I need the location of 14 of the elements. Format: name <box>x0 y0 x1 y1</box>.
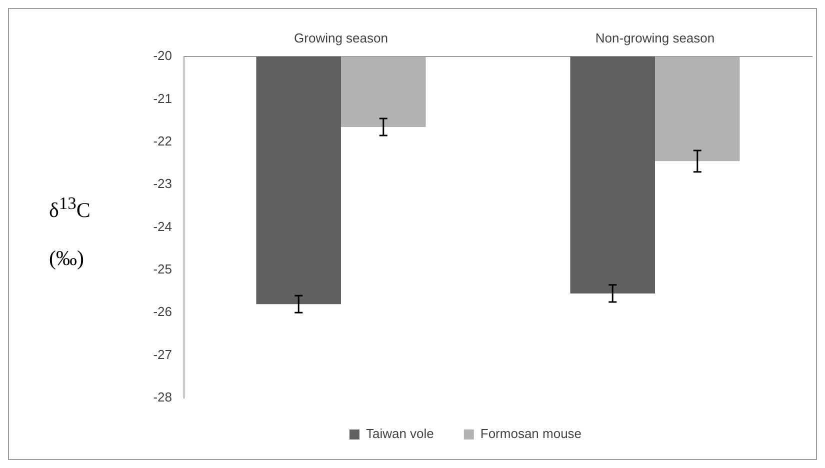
y-tick-label: -27 <box>153 346 172 362</box>
y-tick-label: -26 <box>153 304 172 320</box>
y-tick-label: -25 <box>153 262 172 277</box>
x-tick-label: Growing season <box>294 30 388 46</box>
x-tick-label: Non-growing season <box>595 30 715 46</box>
y-tick-label: -21 <box>153 90 172 106</box>
y-tick-label: -28 <box>153 390 172 405</box>
legend-label: Formosan mouse <box>480 426 582 442</box>
y-tick-label: -24 <box>153 218 172 234</box>
y-tick-label: -22 <box>153 134 172 149</box>
y-tick-label: -20 <box>153 48 172 64</box>
legend-label: Taiwan vole <box>366 426 434 442</box>
y-tick-label: -23 <box>153 176 172 192</box>
y-axis-title: δ$^{13}$C (‰) <box>49 192 92 272</box>
